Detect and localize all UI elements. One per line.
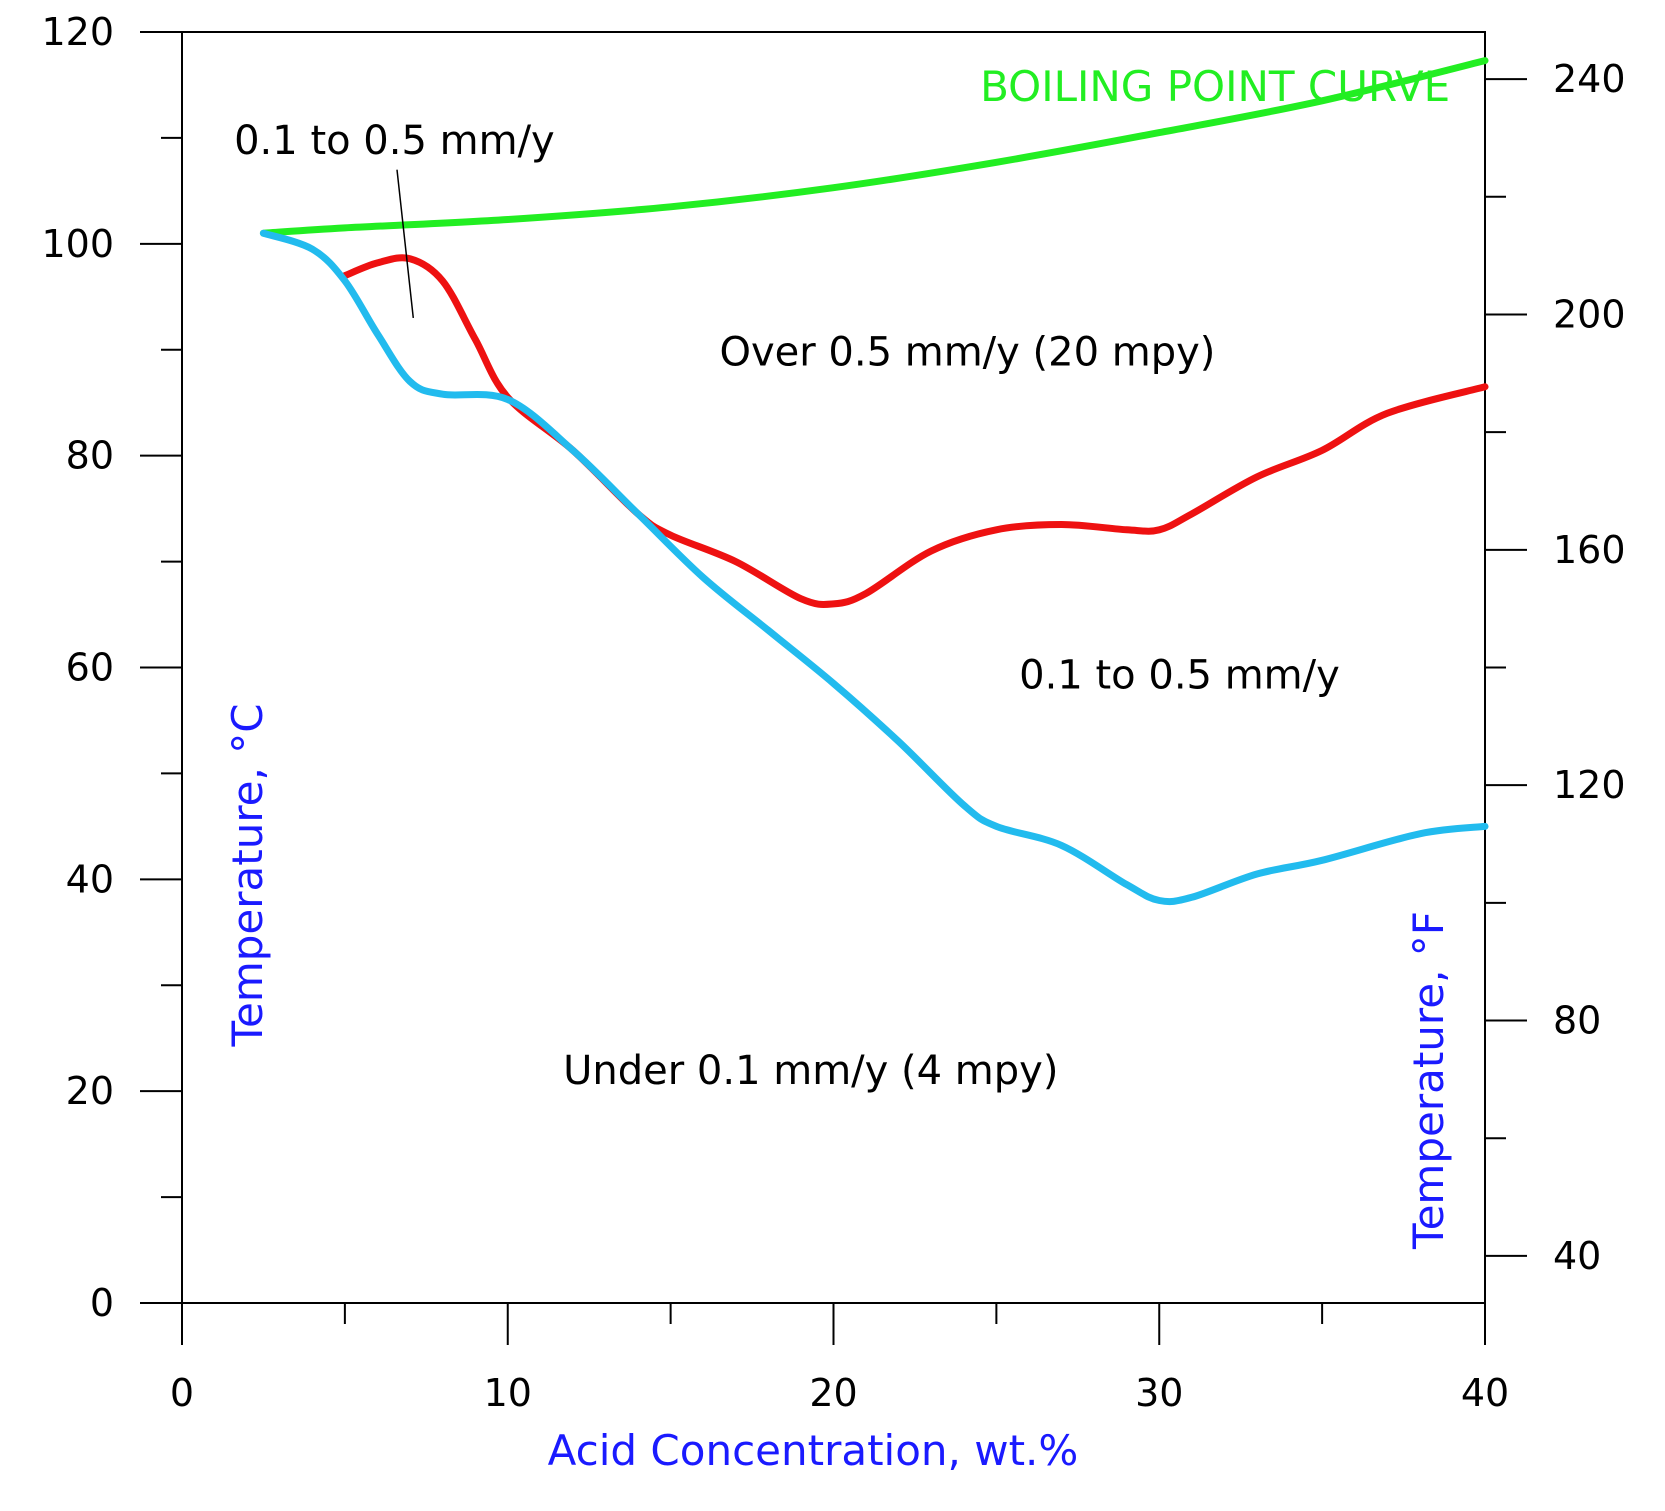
boiling-point-label: BOILING POINT CURVE bbox=[980, 62, 1450, 111]
y2-tick-label: 240 bbox=[1553, 57, 1626, 101]
y2-tick-label: 120 bbox=[1553, 763, 1626, 807]
cyan-boundary-curve bbox=[259, 229, 1489, 906]
x-axis-title: Acid Concentration, wt.% bbox=[548, 1426, 1079, 1475]
y-tick-label: 120 bbox=[41, 10, 114, 54]
y2-tick-label: 40 bbox=[1553, 1234, 1601, 1278]
y2-axis-title: Temperature, °F bbox=[1404, 911, 1453, 1250]
y-axis-title: Temperature, °C bbox=[223, 703, 272, 1047]
x-tick-label: 40 bbox=[1461, 1371, 1509, 1415]
y2-tick-label: 200 bbox=[1553, 292, 1626, 336]
y2-tick-label: 80 bbox=[1553, 999, 1601, 1043]
annotation-mid-rate-top: 0.1 to 0.5 mm/y bbox=[234, 118, 555, 164]
annotation-leader-line bbox=[396, 169, 415, 319]
x-tick-label: 30 bbox=[1135, 1371, 1183, 1415]
y2-tick-label: 160 bbox=[1553, 528, 1626, 572]
red-boundary-curve bbox=[341, 254, 1489, 608]
y-tick-label: 80 bbox=[66, 434, 114, 478]
y-tick-label: 40 bbox=[66, 857, 114, 901]
boiling-point-curve bbox=[259, 57, 1489, 237]
annotation-over-rate: Over 0.5 mm/y (20 mpy) bbox=[719, 330, 1215, 376]
y-tick-label: 60 bbox=[66, 646, 114, 690]
annotation-under-rate: Under 0.1 mm/y (4 mpy) bbox=[563, 1048, 1058, 1094]
y-tick-label: 0 bbox=[90, 1281, 114, 1325]
y-tick-label: 20 bbox=[66, 1069, 114, 1113]
x-tick-label: 0 bbox=[170, 1371, 194, 1415]
x-tick-label: 10 bbox=[484, 1371, 532, 1415]
y-tick-label: 100 bbox=[41, 222, 114, 266]
annotation-mid-rate: 0.1 to 0.5 mm/y bbox=[1019, 653, 1340, 699]
x-tick-label: 20 bbox=[809, 1371, 857, 1415]
